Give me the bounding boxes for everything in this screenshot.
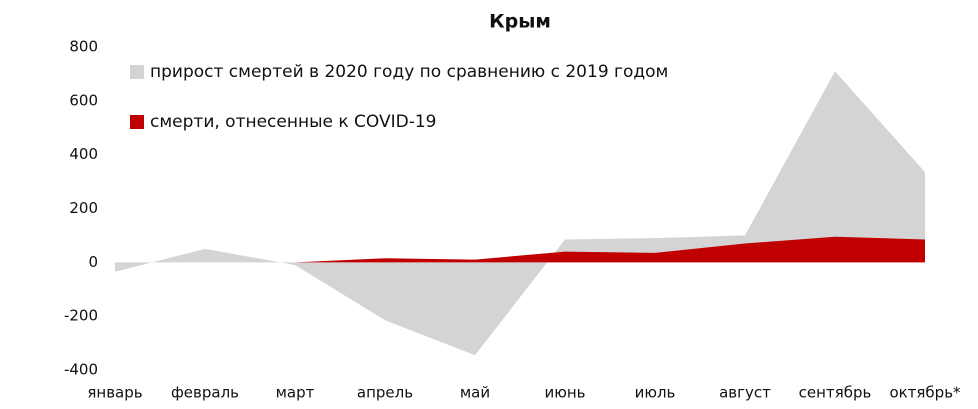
- y-tick-label: 600: [69, 91, 98, 109]
- x-tick-label: август: [719, 384, 771, 402]
- y-tick-label: 400: [69, 145, 98, 163]
- legend-swatch: [130, 65, 144, 79]
- x-tick-label: июль: [635, 384, 676, 402]
- x-tick-label: апрель: [357, 384, 413, 402]
- x-tick-label: июнь: [544, 384, 585, 402]
- y-tick-label: 0: [88, 253, 98, 271]
- x-tick-label: сентябрь: [799, 384, 872, 402]
- y-tick-label: 800: [69, 38, 98, 56]
- area: [295, 236, 925, 263]
- legend-label: прирост смертей в 2020 году по сравнению…: [150, 62, 668, 82]
- x-tick-label: март: [276, 384, 315, 402]
- y-tick-label: -200: [64, 307, 98, 325]
- x-tick-label: май: [460, 384, 490, 402]
- y-tick-label: -400: [64, 361, 98, 379]
- y-tick-label: 200: [69, 199, 98, 217]
- x-tick-label: январь: [87, 384, 142, 402]
- legend-label: смерти, отнесенные к COVID-19: [150, 112, 437, 132]
- chart-title: Крым: [489, 11, 551, 33]
- x-tick-label: февраль: [171, 384, 239, 402]
- x-tick-label: октябрь*: [889, 384, 961, 402]
- area: [115, 71, 925, 356]
- legend-swatch: [130, 115, 144, 129]
